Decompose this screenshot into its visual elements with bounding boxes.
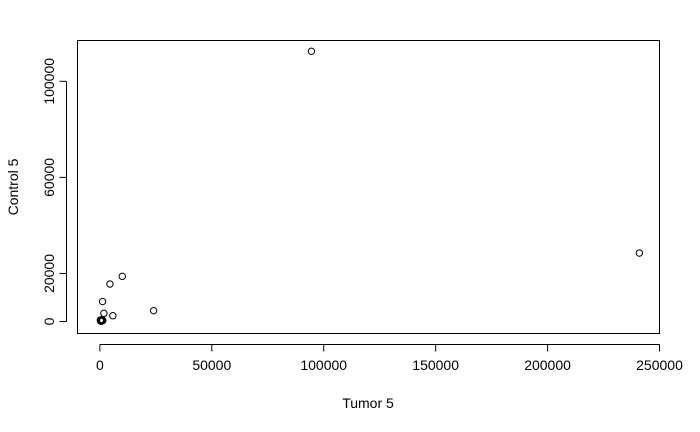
x-axis-label: Tumor 5 [342, 395, 394, 411]
data-point [98, 297, 107, 306]
data-point [635, 249, 644, 257]
data-point [99, 316, 107, 325]
x-tick-label: 150000 [412, 357, 459, 373]
y-axis: 0 20000 60000 100000 [41, 58, 67, 325]
data-point [118, 272, 126, 281]
plot-box [77, 40, 660, 334]
y-tick-label: 20000 [41, 254, 57, 293]
x-tick-label: 0 [96, 357, 104, 373]
data-points [96, 47, 644, 325]
data-point [109, 312, 117, 320]
data-point [149, 306, 158, 315]
y-tick-label: 0 [41, 317, 57, 325]
y-tick-label: 100000 [41, 58, 57, 105]
x-tick-label: 250000 [636, 357, 683, 373]
y-tick-label: 60000 [41, 158, 57, 197]
data-point [307, 47, 316, 56]
data-point [106, 280, 114, 288]
x-axis: 0 50000 100000 150000 200000 250000 [96, 344, 683, 373]
x-tick-label: 50000 [192, 357, 231, 373]
data-point [100, 309, 108, 318]
y-axis-label: Control 5 [5, 158, 21, 215]
x-tick-label: 200000 [524, 357, 571, 373]
x-tick-label: 100000 [300, 357, 347, 373]
